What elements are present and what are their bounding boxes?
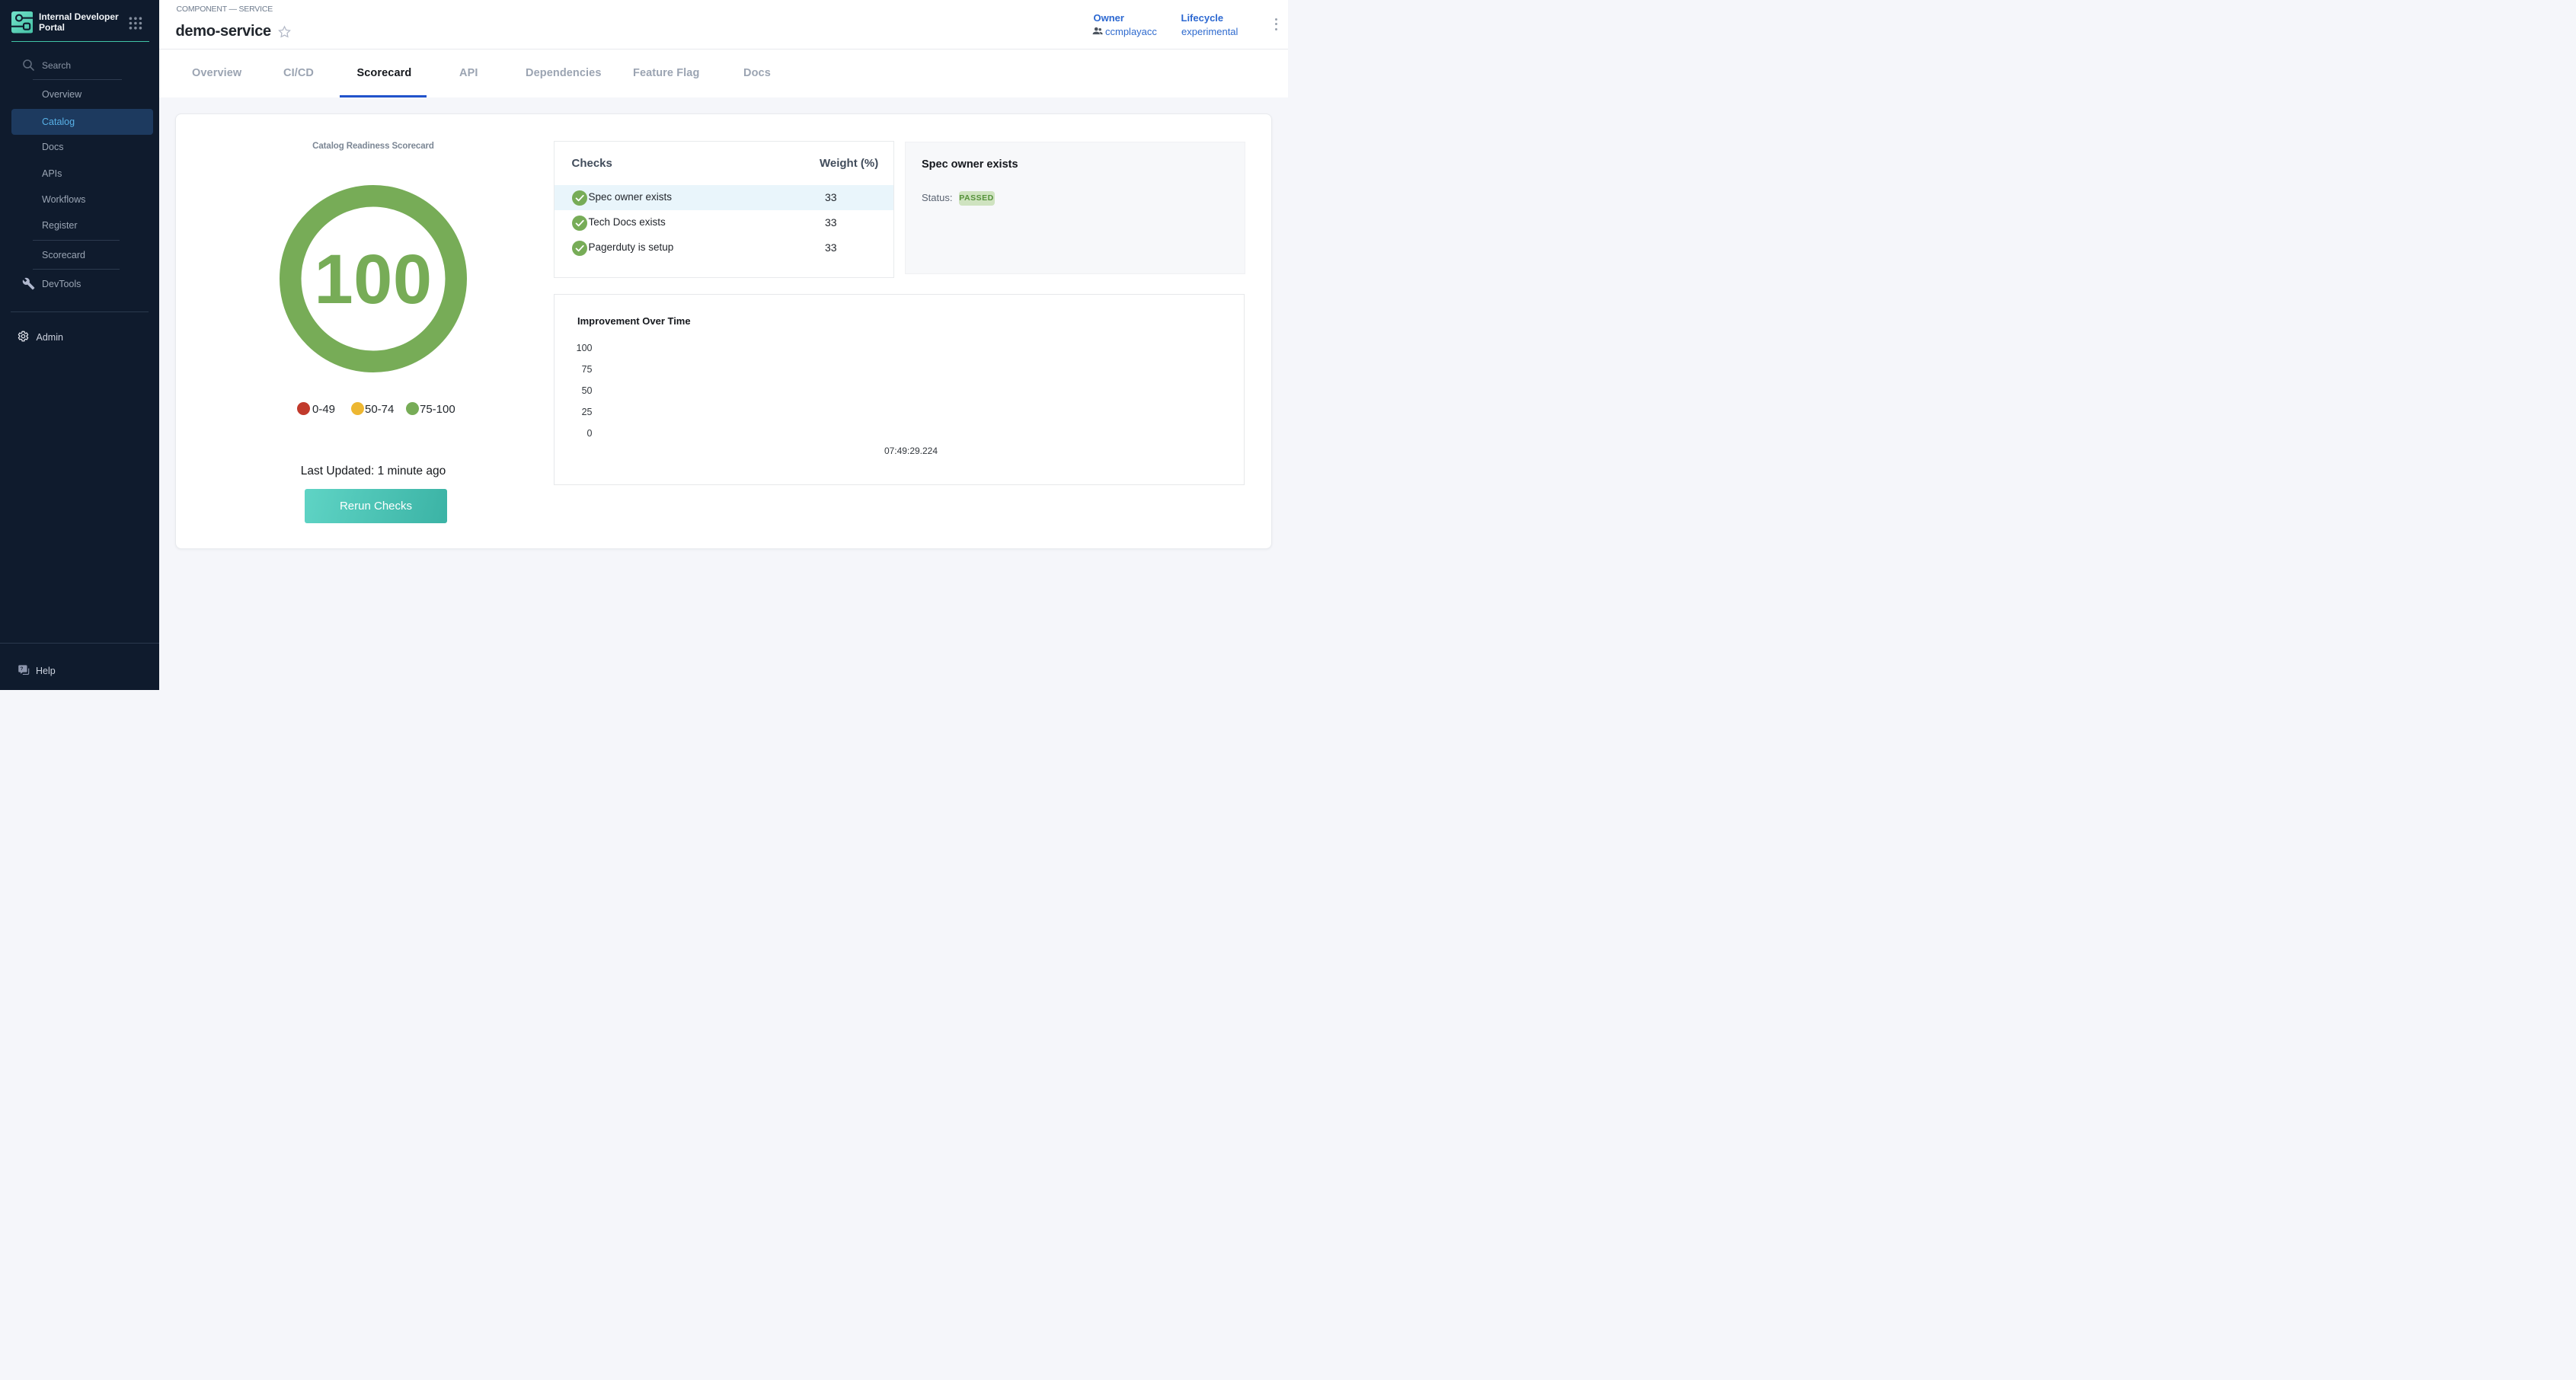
svg-text:?: ? — [21, 666, 24, 672]
